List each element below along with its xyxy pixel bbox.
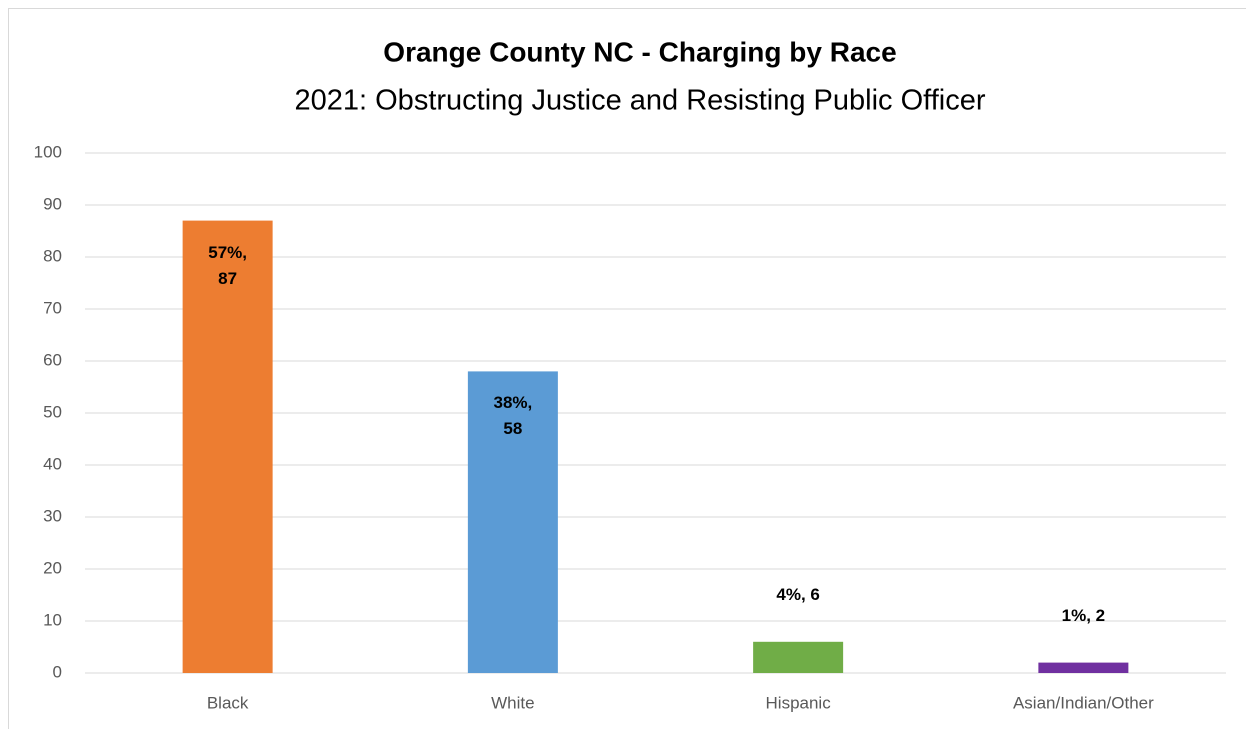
y-tick-label: 90 — [43, 194, 62, 213]
y-tick-label: 20 — [43, 558, 62, 577]
chart-title: Orange County NC - Charging by Race — [383, 36, 896, 67]
bar — [182, 220, 273, 673]
chart-border — [8, 8, 1246, 729]
bar — [753, 641, 844, 673]
y-tick-label: 40 — [43, 454, 62, 473]
data-label: 57%, 87 — [208, 242, 247, 288]
y-tick-label: 30 — [43, 506, 62, 525]
chart-subtitle: 2021: Obstructing Justice and Resisting … — [295, 85, 986, 117]
y-tick-label: 100 — [34, 142, 62, 161]
y-tick-label: 10 — [43, 610, 62, 629]
x-tick-label: Hispanic — [766, 693, 832, 712]
bar — [467, 371, 558, 673]
data-label: 38%, 58 — [493, 393, 533, 439]
x-tick-label: White — [491, 693, 534, 712]
data-label: 4%, 6 — [776, 584, 820, 604]
data-label: 1%, 2 — [1061, 605, 1106, 625]
y-tick-label: 80 — [43, 246, 62, 265]
x-tick-label: Black — [207, 693, 249, 712]
y-tick-label: 0 — [53, 662, 62, 681]
y-tick-label: 60 — [43, 350, 62, 369]
bar — [1038, 662, 1129, 673]
y-tick-label: 70 — [43, 298, 62, 317]
y-tick-label: 50 — [43, 402, 62, 421]
x-tick-label: Asian/Indian/Other — [1013, 693, 1154, 712]
